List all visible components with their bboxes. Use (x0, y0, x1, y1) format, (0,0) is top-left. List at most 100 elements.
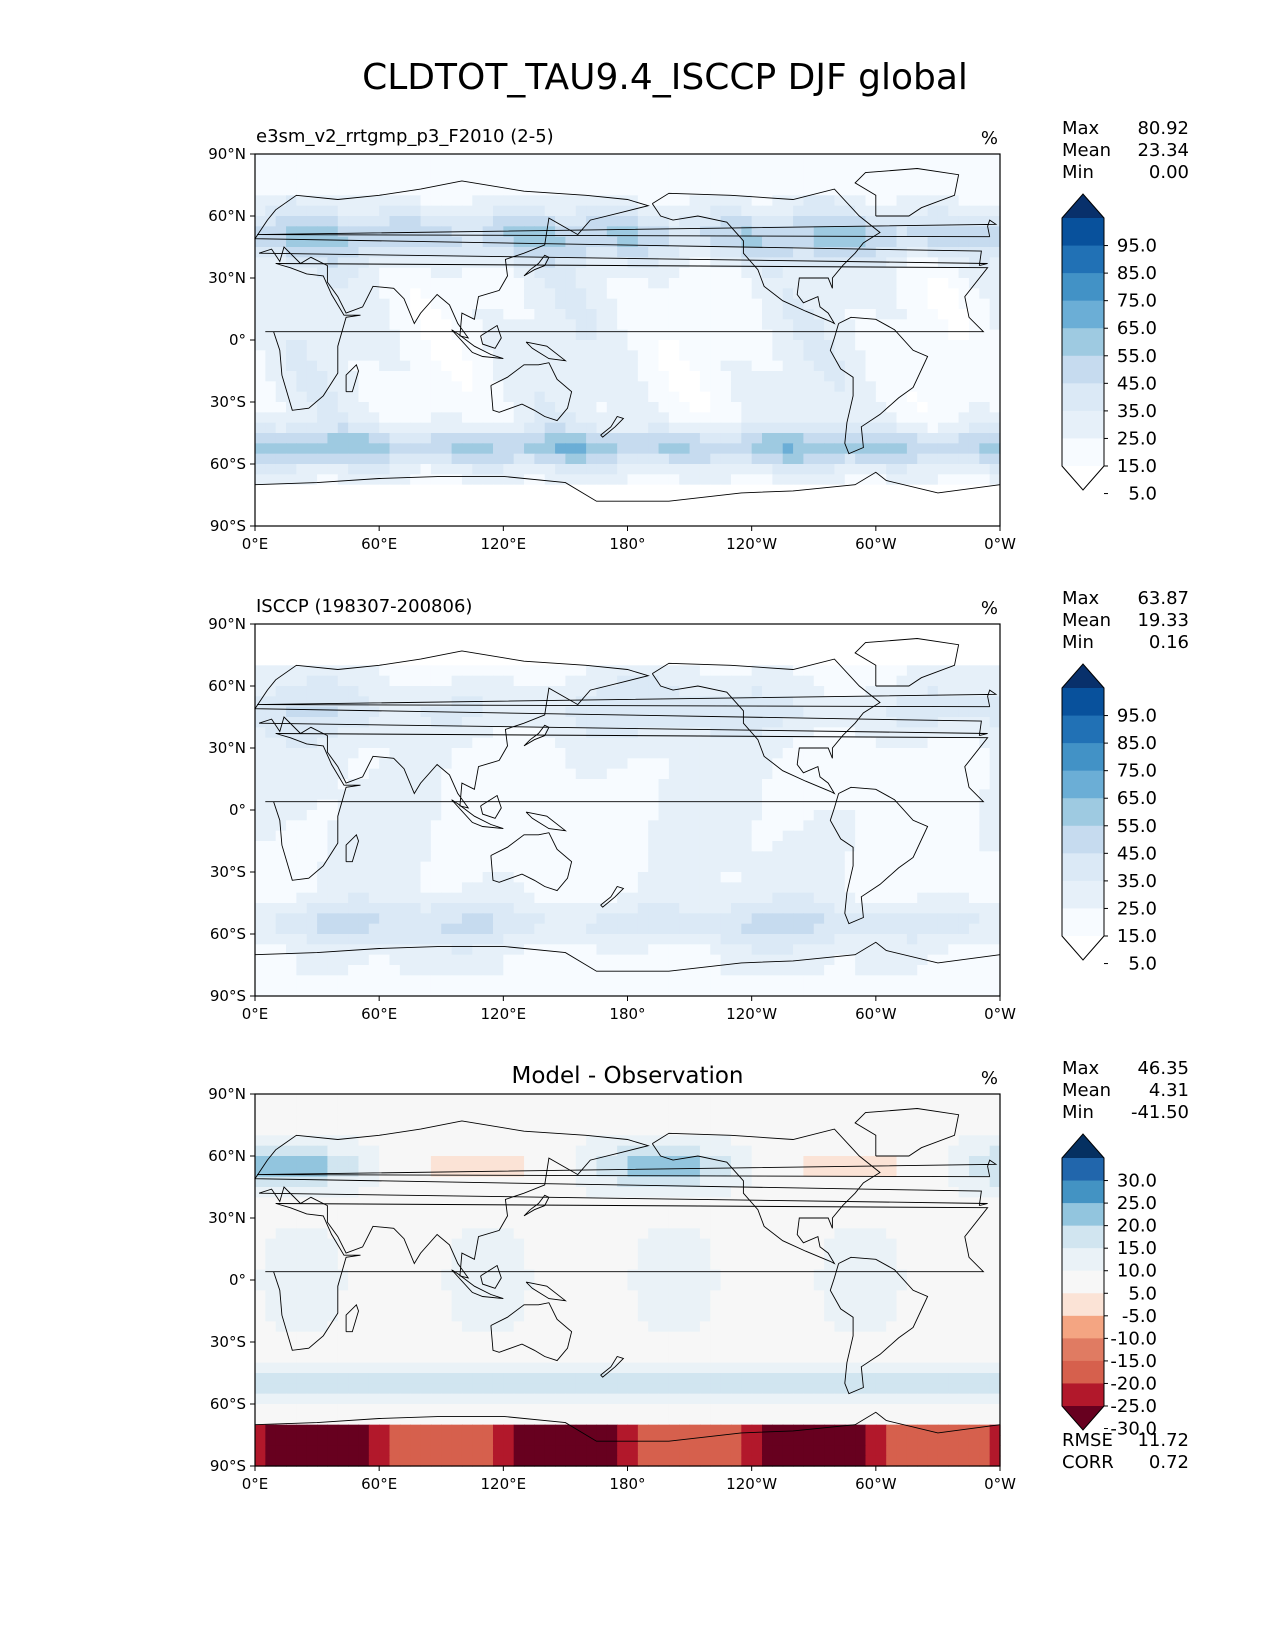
lon-tick-label: 120°W (726, 1005, 777, 1023)
stat-value: 4.31 (1149, 1080, 1189, 1101)
colorbar-label: -30.0 (1110, 1419, 1157, 1440)
stat-value: 23.34 (1137, 140, 1189, 161)
lat-tick-label: 90°N (208, 1085, 246, 1103)
lat-tick-label: 30°S (210, 393, 246, 411)
colorbar-label: 5.0 (1128, 954, 1157, 975)
panel-units: % (981, 598, 998, 619)
colorbar-segment (1062, 1158, 1104, 1182)
lat-tick-label: 30°N (208, 269, 246, 287)
colorbar-label: -20.0 (1110, 1373, 1157, 1394)
colorbar-label: 35.0 (1117, 401, 1157, 422)
colorbar-label: 10.0 (1117, 1261, 1157, 1282)
colorbar-obs: 95.0 85.0 75.0 65.0 55.0 45.0 35.0 25.0 15.0 5.0 (1061, 663, 1157, 975)
panel-center-title: Model - Observation (511, 1063, 743, 1089)
stat-label: Min (1062, 632, 1094, 653)
stat-value: 63.87 (1137, 588, 1189, 609)
colorbar-label: 25.0 (1117, 1193, 1157, 1214)
panel-units: % (981, 1068, 998, 1089)
colorbar-segment (1062, 355, 1104, 384)
stat-value: 0.00 (1149, 162, 1189, 183)
colorbar-label: 95.0 (1117, 236, 1157, 257)
colorbar-label: 45.0 (1117, 843, 1157, 864)
colorbar-segment (1062, 688, 1104, 717)
map-field-diff (255, 1094, 1001, 1467)
extra-stat-value: 0.72 (1149, 1452, 1189, 1473)
colorbar-segment (1062, 218, 1104, 247)
colorbar-segment (1062, 825, 1104, 854)
lat-tick-label: 60°S (210, 925, 246, 943)
lon-tick-label: 60°W (855, 1475, 897, 1493)
lat-tick-label: 60°N (208, 1147, 246, 1165)
colorbar-segment (1062, 880, 1104, 909)
lat-tick-label: 90°S (210, 987, 246, 1005)
colorbar-label: 15.0 (1117, 456, 1157, 477)
colorbar-label: 35.0 (1117, 871, 1157, 892)
lat-tick-label: 0° (229, 1271, 246, 1289)
colorbar-segment (1062, 798, 1104, 827)
colorbar-label: -5.0 (1122, 1306, 1157, 1327)
colorbar-segment (1062, 1270, 1104, 1294)
lon-tick-label: 180° (609, 1005, 645, 1023)
lon-tick-label: 120°E (481, 1005, 527, 1023)
colorbar-segment (1062, 1180, 1104, 1204)
colorbar-label: -10.0 (1110, 1328, 1157, 1349)
lat-tick-label: 60°N (208, 677, 246, 695)
colorbar-model: 95.0 85.0 75.0 65.0 55.0 45.0 35.0 25.0 15.0 5.0 (1061, 193, 1157, 505)
lon-tick-label: 60°E (361, 1475, 397, 1493)
colorbar-label: 65.0 (1117, 788, 1157, 809)
colorbar-label: -25.0 (1110, 1396, 1157, 1417)
stat-label: Max (1062, 1058, 1100, 1079)
colorbar-segment (1062, 743, 1104, 772)
colorbar-label: 30.0 (1117, 1171, 1157, 1192)
lat-tick-label: 90°N (208, 145, 246, 163)
colorbar-segment (1062, 1225, 1104, 1249)
lat-tick-label: 90°S (210, 1457, 246, 1475)
colorbar-segment (1062, 328, 1104, 357)
stat-label: Max (1062, 118, 1100, 139)
colorbar-segment (1062, 383, 1104, 412)
lon-tick-label: 180° (609, 1475, 645, 1493)
lon-tick-label: 60°W (855, 535, 897, 553)
colorbar-segment (1062, 300, 1104, 329)
colorbar-segment (1062, 1383, 1104, 1407)
stat-value: -41.50 (1131, 1102, 1189, 1123)
stat-value: 46.35 (1137, 1058, 1189, 1079)
lat-tick-label: 30°N (208, 739, 246, 757)
coastlines-diff (254, 1108, 1001, 1442)
lat-tick-label: 30°S (210, 1333, 246, 1351)
lon-tick-label: 60°E (361, 1005, 397, 1023)
extra-stat-value: 11.72 (1137, 1430, 1189, 1451)
panel-obs: 90°N 60°N 30°N 0° 30°S 60°S 90°S0°E 60°E 120°E 18… (208, 588, 1189, 1023)
colorbar-segment (1062, 410, 1104, 439)
lon-tick-label: 0°W (984, 1475, 1016, 1493)
panel-model: 90°N 60°N 30°N 0° 30°S 60°S 90°S0°E 60°E 120°E 18… (208, 118, 1189, 553)
lat-tick-label: 90°N (208, 615, 246, 633)
map-field-model (255, 154, 1001, 527)
colorbar-label: -15.0 (1110, 1351, 1157, 1372)
colorbar-segment (1062, 1248, 1104, 1272)
lon-tick-label: 0°W (984, 535, 1016, 553)
colorbar-segment (1062, 1293, 1104, 1317)
stat-label: Min (1062, 1102, 1094, 1123)
colorbar-extend-top (1062, 664, 1104, 688)
colorbar-label: 95.0 (1117, 706, 1157, 727)
lon-tick-label: 0°E (242, 1475, 269, 1493)
colorbar-label: 5.0 (1128, 484, 1157, 505)
extra-stat-label: CORR (1062, 1452, 1114, 1473)
map-field-obs (255, 624, 1001, 997)
colorbar-segment (1062, 715, 1104, 744)
colorbar-label: 75.0 (1117, 761, 1157, 782)
colorbar-extend-bottom (1062, 466, 1104, 490)
lat-tick-label: 0° (229, 801, 246, 819)
colorbar-label: 15.0 (1117, 1238, 1157, 1259)
lon-tick-label: 0°E (242, 535, 269, 553)
colorbar-label: 20.0 (1117, 1216, 1157, 1237)
colorbar-segment (1062, 273, 1104, 302)
lon-tick-label: 0°W (984, 1005, 1016, 1023)
stat-label: Mean (1062, 1080, 1111, 1101)
panel-diff: 90°N 60°N 30°N 0° 30°S 60°S 90°S0°E 60°E 120°E 18… (208, 1058, 1189, 1493)
lon-tick-label: 120°E (481, 1475, 527, 1493)
figure-title: CLDTOT_TAU9.4_ISCCP DJF global (362, 57, 968, 98)
lat-tick-label: 0° (229, 331, 246, 349)
lon-tick-label: 120°E (481, 535, 527, 553)
